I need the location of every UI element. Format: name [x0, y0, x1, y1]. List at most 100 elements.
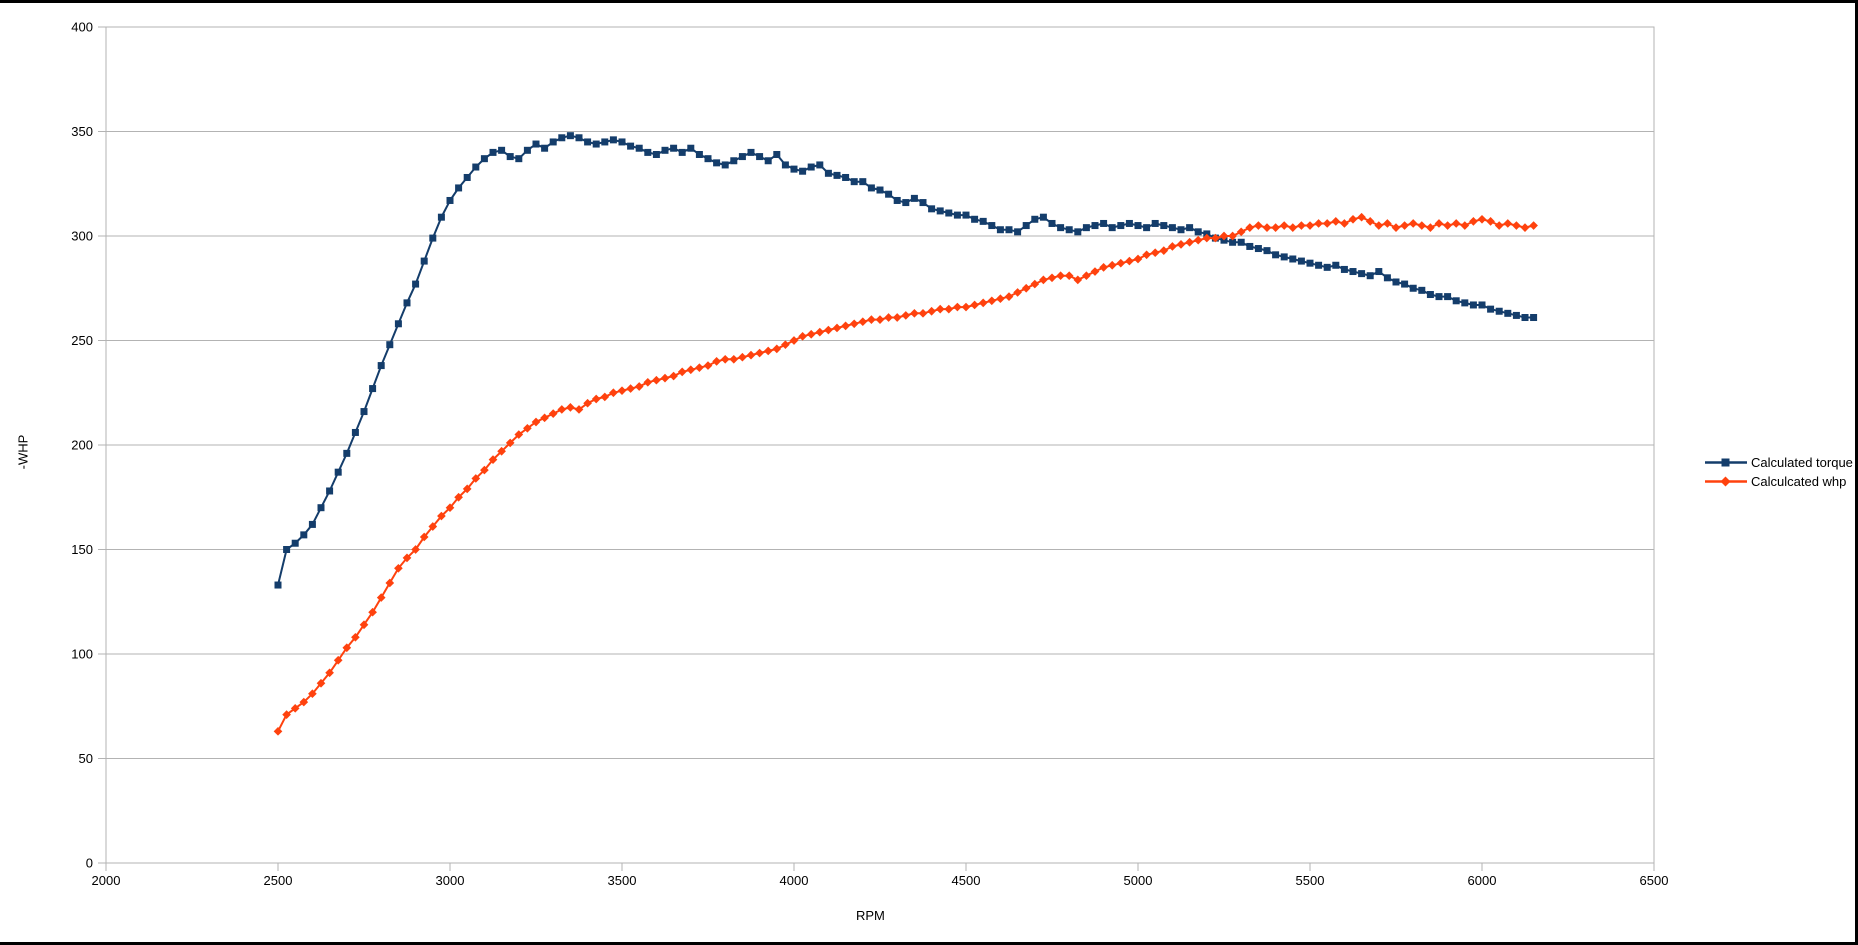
data-point-square [317, 504, 325, 512]
x-tick-label: 3000 [436, 873, 465, 888]
data-point-square [584, 138, 592, 146]
data-point-square [756, 153, 764, 161]
data-point-square [1246, 242, 1254, 250]
data-point-diamond [1365, 217, 1375, 226]
data-point-square [360, 408, 368, 416]
data-point-square [842, 173, 850, 181]
data-point-square [644, 148, 652, 156]
data-point-square [498, 146, 506, 154]
data-point-square [609, 136, 617, 144]
data-point-diamond [1340, 219, 1349, 228]
data-point-diamond [1159, 246, 1169, 255]
data-point-square [1358, 270, 1366, 278]
data-point-diamond [1245, 223, 1255, 232]
x-tick-label: 5500 [1296, 873, 1325, 888]
data-point-diamond [669, 371, 678, 381]
data-point-square [549, 138, 557, 146]
data-point-square [1039, 213, 1047, 221]
data-point-square [850, 178, 858, 186]
data-point-diamond [884, 313, 893, 322]
x-tick-label: 2500 [264, 873, 293, 888]
data-point-diamond [1142, 250, 1151, 260]
data-point-square [635, 144, 643, 152]
data-point-square [1478, 301, 1486, 309]
data-point-square [1297, 257, 1305, 265]
data-point-square [670, 144, 678, 152]
data-point-diamond [996, 294, 1005, 304]
data-point-diamond [1400, 221, 1409, 230]
data-point-diamond [1228, 231, 1237, 241]
image-frame-bottom [0, 942, 1858, 945]
data-point-diamond [342, 643, 352, 653]
data-point-diamond [1417, 221, 1427, 230]
data-point-square [661, 146, 669, 154]
data-point-square [678, 148, 686, 156]
data-point-square [429, 234, 437, 242]
data-point-diamond [901, 311, 911, 320]
data-point-diamond [1357, 212, 1366, 222]
data-point-diamond [927, 306, 936, 316]
data-point-diamond [514, 430, 524, 439]
data-point-square [1521, 314, 1529, 322]
data-point-square [1057, 224, 1065, 232]
data-point-diamond [832, 323, 842, 333]
data-point-square [1530, 314, 1538, 322]
data-point-square [910, 194, 918, 202]
x-tick-label: 6500 [1640, 873, 1669, 888]
data-point-square [541, 144, 549, 152]
data-point-diamond [1494, 221, 1504, 230]
data-point-diamond [385, 578, 395, 588]
data-point-square [575, 134, 583, 142]
data-point-diamond [849, 319, 859, 329]
data-point-diamond [591, 394, 601, 404]
data-point-diamond [557, 405, 567, 414]
data-point-diamond [1271, 223, 1280, 232]
data-point-square [1108, 224, 1116, 232]
y-tick-label: 0 [86, 856, 93, 871]
data-point-square [283, 546, 291, 553]
data-point-diamond [1150, 248, 1160, 258]
data-point-square [343, 449, 351, 457]
data-point-diamond [755, 348, 764, 358]
data-point-square [1306, 259, 1314, 267]
data-point-diamond [1279, 221, 1289, 230]
data-point-diamond [781, 340, 790, 350]
data-point-square [412, 280, 420, 288]
data-point-square [1461, 299, 1469, 307]
data-point-diamond [875, 315, 885, 324]
data-point-diamond [617, 386, 627, 395]
data-point-square [1418, 286, 1426, 294]
data-point-diamond [1486, 217, 1495, 226]
data-point-square [1375, 268, 1383, 276]
data-point-diamond [703, 361, 713, 370]
data-point-diamond [1064, 271, 1074, 281]
data-point-diamond [1116, 258, 1126, 268]
data-point-square [962, 211, 970, 219]
data-point-diamond [600, 392, 610, 402]
data-point-diamond [1520, 223, 1530, 232]
data-point-square [1229, 238, 1237, 246]
data-point-diamond [1176, 240, 1186, 249]
data-point-square [1117, 222, 1125, 230]
data-point-diamond [910, 308, 919, 318]
data-point-square [764, 157, 772, 165]
data-point-diamond [686, 365, 696, 375]
data-point-diamond [643, 377, 653, 387]
data-point-square [446, 196, 454, 204]
data-point-square [1272, 251, 1280, 259]
data-point-square [1005, 226, 1013, 234]
data-point-diamond [1125, 256, 1134, 266]
data-point-diamond [935, 304, 945, 314]
data-point-diamond [540, 413, 549, 423]
data-point-diamond [497, 446, 506, 456]
x-tick-label: 3500 [608, 873, 637, 888]
data-point-diamond [763, 346, 773, 356]
data-point-square [1349, 268, 1357, 276]
data-point-square [713, 159, 721, 167]
x-tick-label: 6000 [1468, 873, 1497, 888]
data-point-diamond [660, 373, 670, 383]
data-point-square [1194, 228, 1202, 236]
data-point-square [936, 207, 944, 215]
data-point-diamond [1168, 242, 1177, 251]
